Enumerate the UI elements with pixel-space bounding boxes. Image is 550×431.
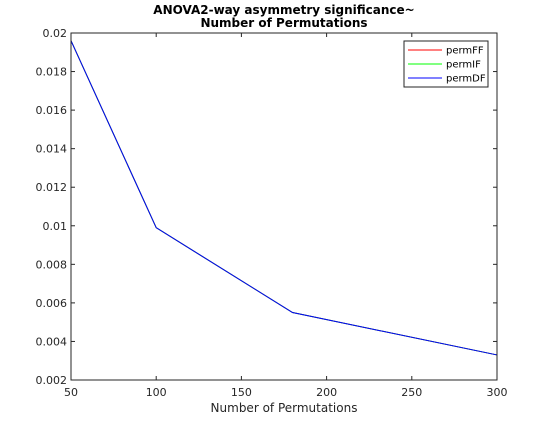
chart-title-line-2: Number of Permutations <box>200 16 367 30</box>
x-tick-label: 50 <box>64 386 78 399</box>
legend: permFF permIF permDF <box>403 40 489 88</box>
chart-title-line-1: ANOVA2-way asymmetry significance~ <box>153 3 414 17</box>
legend-label-permIF: permIF <box>446 60 481 71</box>
y-tick-label: 0.02 <box>43 27 68 40</box>
plot-frame <box>70 32 498 381</box>
plot-area <box>71 33 497 380</box>
x-tick-label: 300 <box>487 386 508 399</box>
y-tick-label: 0.014 <box>36 143 68 156</box>
series-group <box>70 40 498 356</box>
y-tick-label: 0.006 <box>36 297 68 310</box>
legend-label-permDF: permDF <box>446 74 486 85</box>
y-tick-label: 0.012 <box>36 181 68 194</box>
y-tick-label: 0.004 <box>36 335 68 348</box>
y-tick-label: 0.002 <box>36 374 68 387</box>
x-tick-label: 200 <box>316 386 337 399</box>
legend-label-permFF: permFF <box>446 46 484 57</box>
x-axis-title: Number of Permutations <box>211 401 358 415</box>
y-tick-label: 0.018 <box>36 66 68 79</box>
y-tick-label: 0.01 <box>43 220 68 233</box>
x-tick-label: 250 <box>401 386 422 399</box>
x-axis: 50 100 150 200 250 300 <box>64 33 508 399</box>
x-tick-label: 150 <box>231 386 252 399</box>
x-tick-label: 100 <box>146 386 167 399</box>
y-axis: 0.002 0.004 0.006 0.008 0.01 0.012 0.014 0.016 0… <box>36 27 497 387</box>
y-tick-label: 0.008 <box>36 258 68 271</box>
series-line-permDF <box>70 40 498 356</box>
y-tick-label: 0.016 <box>36 104 68 117</box>
